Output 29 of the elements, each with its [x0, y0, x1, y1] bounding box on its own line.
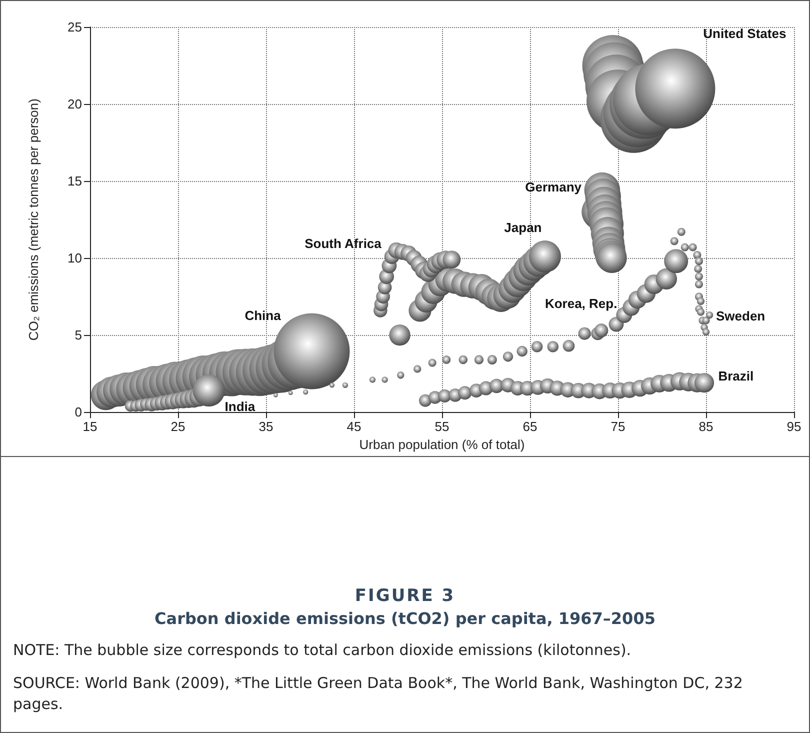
series-label: Korea, Rep. — [544, 296, 618, 311]
series-label: India — [224, 399, 256, 414]
x-tick-label: 25 — [170, 419, 186, 434]
series-label: Sweden — [716, 308, 766, 324]
source-note: SOURCE: World Bank (2009), *The Little Green Data Book*, The World Bank, Washington DC, 232 pages. — [12, 673, 744, 715]
series-label: Germany — [525, 179, 582, 194]
series-label: China — [244, 308, 282, 323]
series-label: United States — [703, 26, 786, 42]
series-label: Brazil — [718, 368, 754, 384]
y-tick-label: 0 — [74, 404, 82, 420]
x-tick-label: 75 — [610, 419, 626, 434]
y-tick-label: 10 — [68, 250, 82, 266]
x-tick-label: 95 — [786, 419, 802, 434]
x-tick-label: 35 — [258, 419, 274, 434]
text: FIGURE 3 — [354, 586, 456, 606]
x-axis-title: Urban population (% of total) — [359, 437, 525, 452]
y-tick-label: 15 — [68, 174, 82, 189]
text: NOTE: The bubble size corresponds to total carbon dioxide emissions (kilotonnes). — [12, 640, 632, 661]
series-label: Japan — [504, 220, 542, 236]
text: Carbon dioxide emissions (tCO2) per capita, 1967–2005 — [154, 609, 656, 628]
y-tick-label: 5 — [74, 328, 82, 343]
y-tick-label: 20 — [68, 96, 82, 112]
x-tick-label: 65 — [522, 419, 538, 434]
y-tick-label: 25 — [68, 20, 82, 34]
x-tick-label: 85 — [698, 419, 714, 434]
x-tick-label: 45 — [346, 419, 362, 434]
x-tick-label: 55 — [434, 419, 450, 434]
series-label: South Africa — [304, 236, 382, 251]
y-axis-title: CO₂ emissions (metric tonnes per person) — [26, 98, 41, 341]
